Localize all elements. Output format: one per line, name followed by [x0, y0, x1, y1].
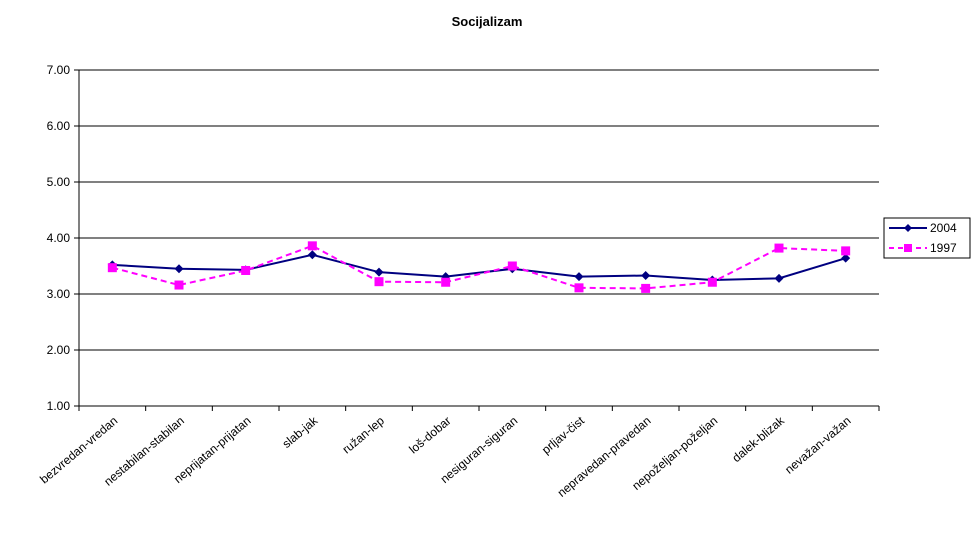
chart-title: Socijalizam — [452, 14, 523, 29]
legend: 2004 1997 — [883, 217, 971, 259]
series-line-1997 — [112, 244, 846, 290]
x-tick-label: dalek-blizak — [729, 413, 787, 465]
data-point-2004 — [374, 267, 384, 277]
legend-marker-2004 — [904, 224, 912, 232]
y-tick-label: 7.00 — [47, 63, 71, 77]
data-point-1997 — [507, 261, 517, 271]
x-tick-label: slab-jak — [280, 413, 321, 451]
data-point-1997 — [307, 241, 317, 251]
x-tick-labels: bezvredan-vredannestabilan-stabilannepri… — [37, 413, 853, 500]
data-point-2004 — [307, 250, 317, 260]
legend-label-1997: 1997 — [930, 241, 957, 255]
y-tick-label: 2.00 — [47, 343, 71, 357]
legend-label-2004: 2004 — [930, 221, 957, 235]
gridlines — [79, 69, 879, 351]
data-point-1997 — [241, 265, 251, 275]
y-tick-label: 3.00 — [47, 287, 71, 301]
legend-box — [883, 217, 971, 259]
data-point-1997 — [374, 277, 384, 287]
data-point-2004 — [841, 253, 851, 263]
legend-marker-1997 — [904, 244, 912, 252]
series — [107, 241, 851, 293]
x-tick-label: loš-dobar — [406, 414, 453, 457]
series-line-2004 — [112, 253, 846, 282]
y-tick-label: 5.00 — [47, 175, 71, 189]
data-point-1997 — [107, 263, 117, 273]
y-tick-labels: 1.00 2.00 3.00 4.00 5.00 6.00 7.00 — [47, 63, 71, 413]
y-tick-label: 6.00 — [47, 119, 71, 133]
data-point-2004 — [174, 264, 184, 274]
x-tick-label: prljav-čist — [539, 413, 587, 457]
data-point-2004 — [774, 273, 784, 283]
y-tick-label: 1.00 — [47, 399, 71, 413]
y-tick-label: 4.00 — [47, 231, 71, 245]
data-point-1997 — [707, 277, 717, 287]
data-point-1997 — [441, 277, 451, 287]
data-point-1997 — [174, 280, 184, 290]
data-point-2004 — [574, 272, 584, 282]
data-point-1997 — [641, 283, 651, 293]
axes — [74, 69, 880, 411]
data-point-1997 — [841, 246, 851, 256]
x-tick-label: ružan-lep — [340, 413, 388, 456]
data-point-2004 — [641, 271, 651, 281]
x-tick-label: nevažan-važan — [782, 414, 853, 477]
data-point-1997 — [574, 283, 584, 293]
data-point-1997 — [774, 243, 784, 253]
